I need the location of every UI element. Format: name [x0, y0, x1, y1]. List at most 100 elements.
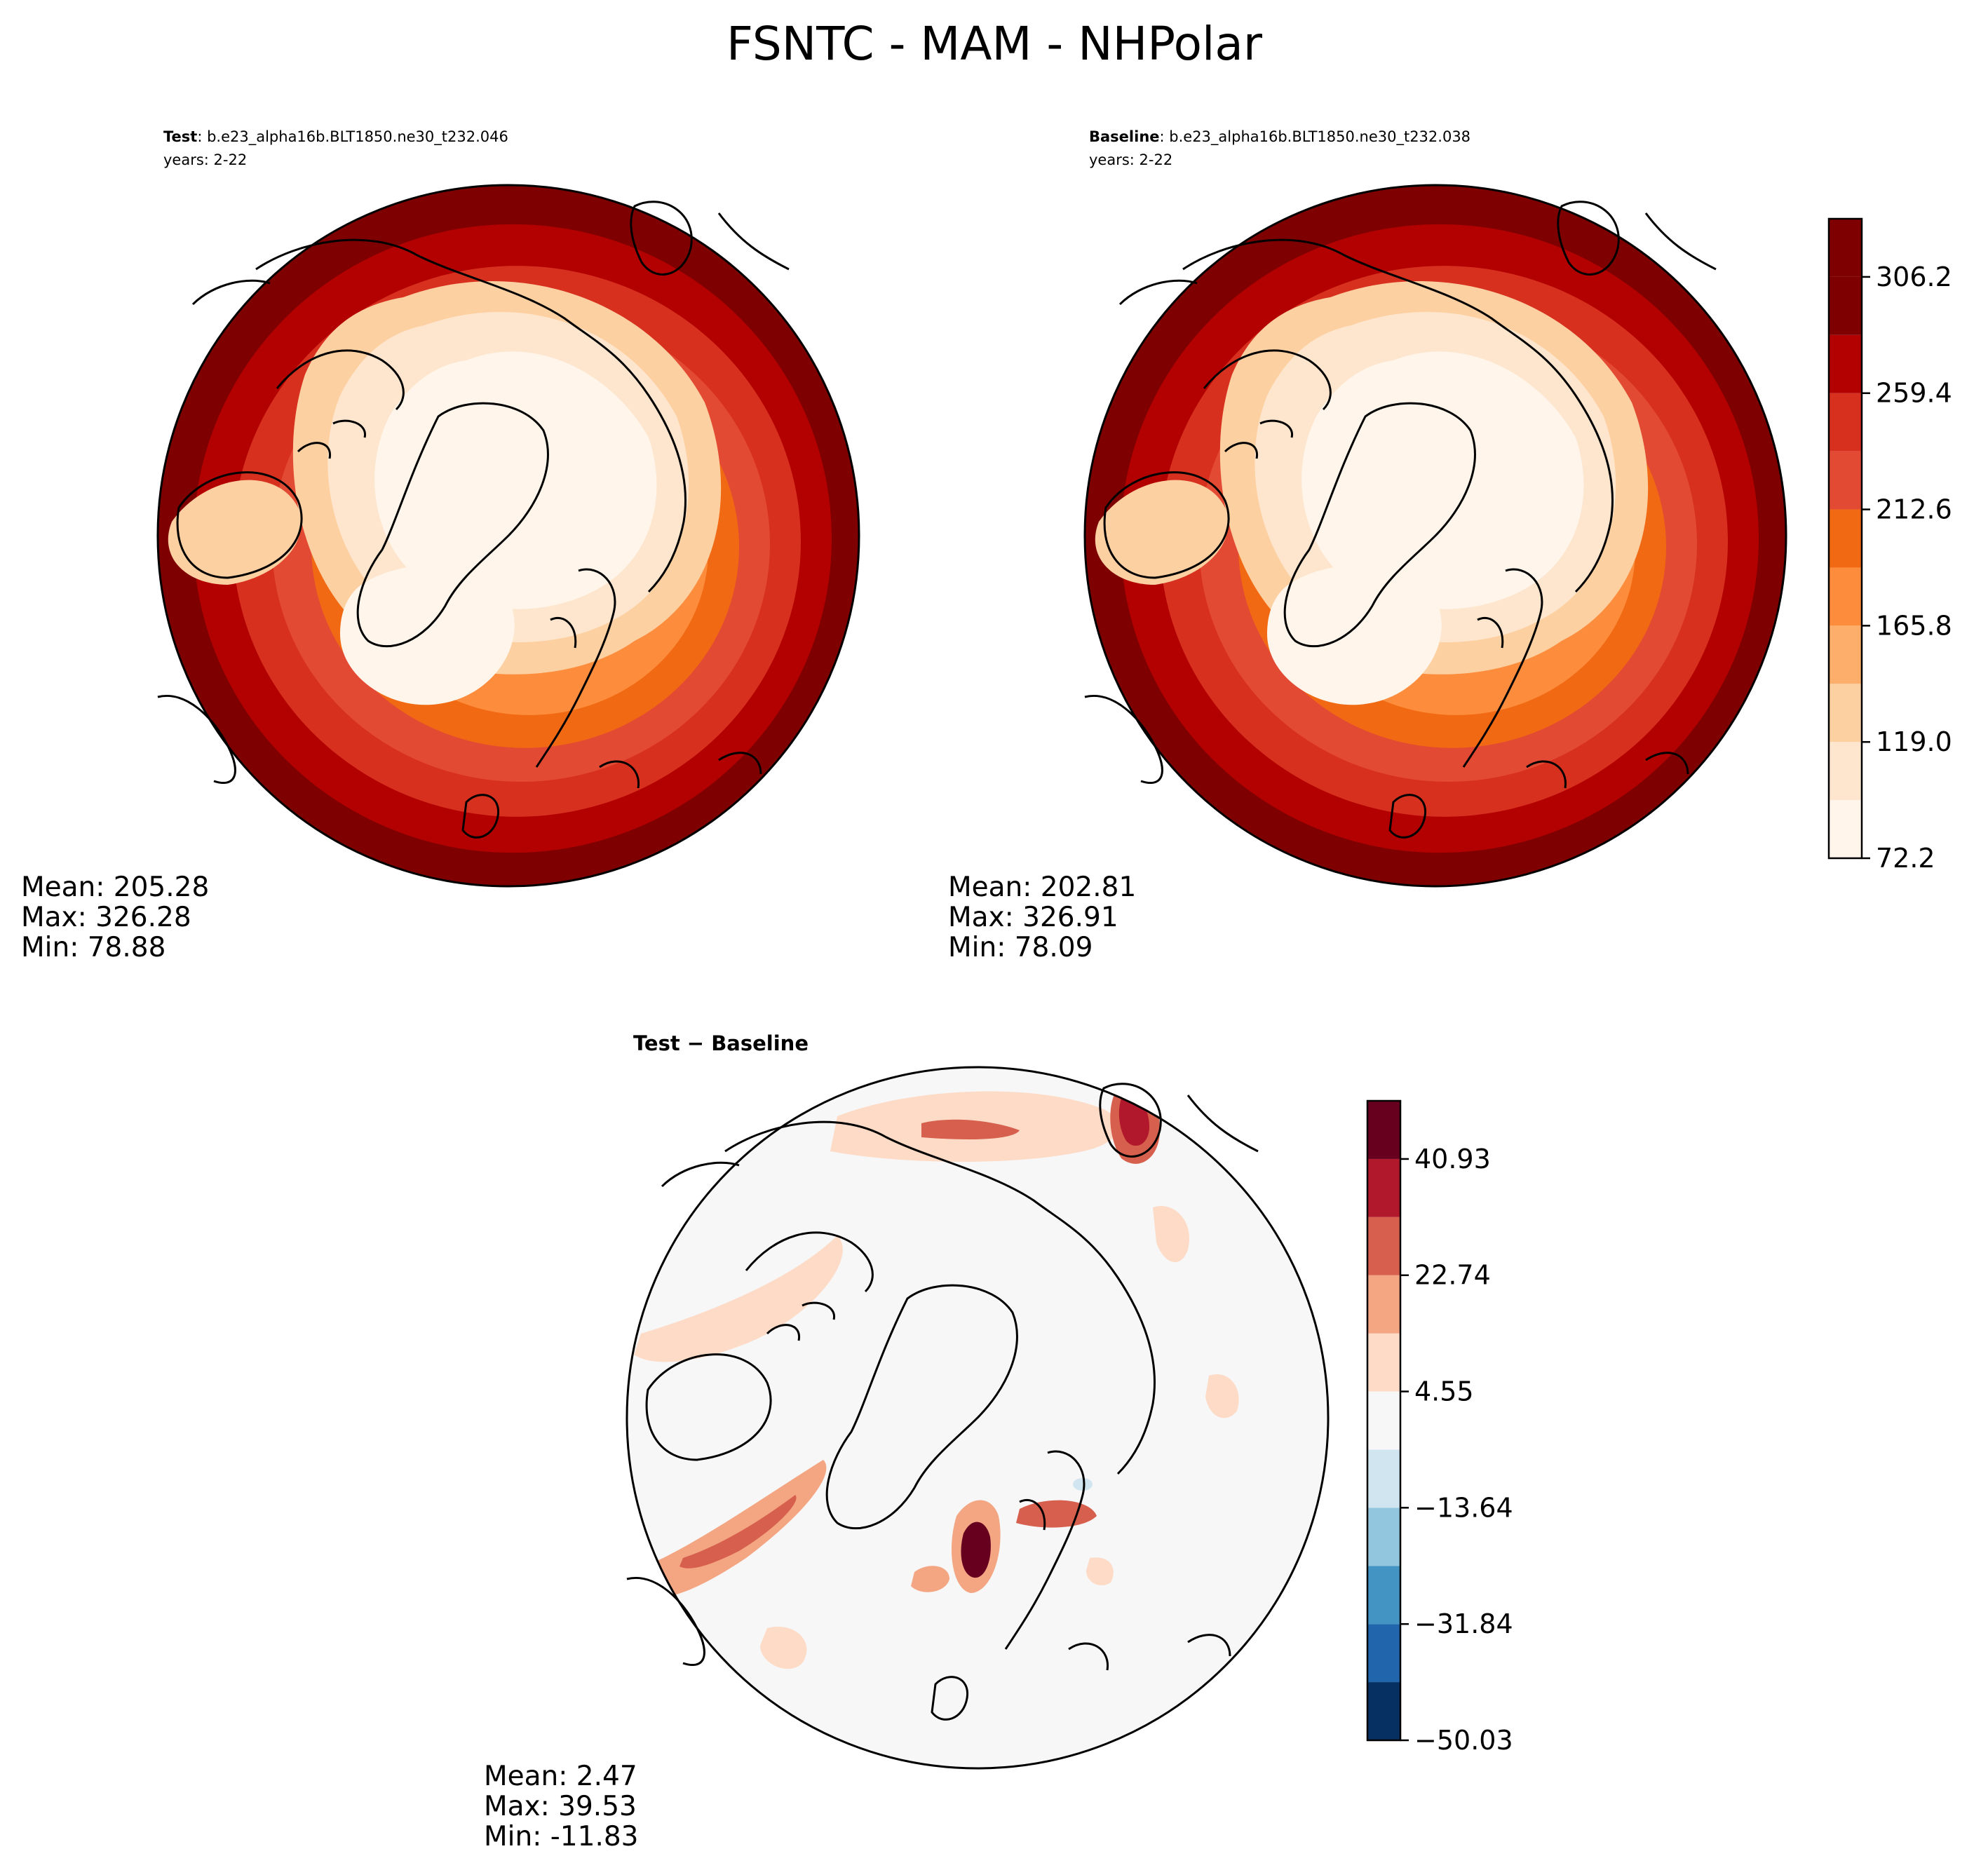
colorbar-difference-swatch-3 — [1367, 1507, 1400, 1566]
panel-difference-min: Min: -11.83 — [484, 1821, 638, 1852]
colorbar-difference-tick-label-1: −31.84 — [1414, 1608, 1513, 1639]
panel-test-label-bold: Test — [163, 128, 197, 145]
colorbar-difference-swatch-7 — [1367, 1275, 1400, 1334]
panel-baseline-max: Max: 326.91 — [948, 902, 1118, 933]
figure-title: FSNTC - MAM - NHPolar — [726, 17, 1263, 71]
panel-test-max: Max: 326.28 — [21, 902, 191, 933]
map-baseline-boundary — [1083, 184, 1787, 888]
map-test-coast-10 — [599, 760, 640, 789]
panel-baseline: Baseline: b.e23_alpha16b.BLT1850.ne30_t2… — [948, 128, 1787, 963]
map-difference-field-12 — [1205, 1374, 1239, 1418]
map-baseline-field-3 — [1095, 480, 1229, 585]
colorbar-difference-tick-label-0: −50.03 — [1414, 1725, 1513, 1756]
coastlines-difference — [626, 1083, 1259, 1721]
map-difference-coast-7 — [661, 1161, 740, 1188]
map-difference-coast-4 — [1004, 1450, 1086, 1650]
coastlines-baseline — [1084, 201, 1717, 839]
map-baseline-coast-6 — [1644, 212, 1717, 271]
map-baseline-coast-3 — [1182, 238, 1614, 593]
colorbar-absolute-swatch-4 — [1829, 567, 1862, 626]
colorbar-absolute-tick-label-3: 212.6 — [1876, 494, 1952, 525]
map-difference-field-4 — [634, 1235, 843, 1362]
colorbar-difference-swatch-0 — [1367, 1682, 1400, 1740]
panel-test-label-case: : b.e23_alpha16b.BLT1850.ne30_t232.046 — [197, 128, 508, 146]
panel-difference: Test − Baseline Mean: 2.47 Max: 39.53 Mi… — [484, 1031, 1330, 1852]
colorbar-absolute-swatch-10 — [1829, 219, 1862, 277]
panel-test-mean: Mean: 205.28 — [21, 872, 209, 903]
panel-baseline-min: Min: 78.09 — [948, 932, 1093, 963]
colorbar-difference-swatch-5 — [1367, 1391, 1400, 1450]
map-test-field-2 — [374, 351, 657, 609]
panel-test: Test: b.e23_alpha16b.BLT1850.ne30_t232.0… — [21, 128, 860, 963]
map-test-coast-1 — [176, 471, 303, 579]
map-difference-field-14 — [1086, 1557, 1114, 1585]
colorbar-difference-frame — [1366, 1099, 1402, 1742]
map-baseline-coast-4 — [1462, 568, 1543, 768]
colorbar-absolute-swatch-9 — [1829, 276, 1862, 335]
map-difference-coast-2 — [745, 1231, 874, 1341]
colorbar-difference-swatch-1 — [1367, 1624, 1400, 1683]
map-difference-coast-0 — [825, 1284, 1018, 1530]
map-test — [158, 185, 859, 886]
panel-test-years: years: 2-22 — [163, 151, 247, 168]
map-test-coast-11 — [718, 752, 762, 775]
map-difference-coast-9 — [931, 1676, 968, 1721]
colorbar-absolute-tick-label-0: 72.2 — [1876, 843, 1935, 874]
map-test-coast-2 — [276, 349, 405, 459]
map-test-coast-7 — [191, 279, 271, 306]
map-baseline-field-4 — [1267, 565, 1442, 705]
map-difference-coast-3 — [724, 1120, 1156, 1475]
map-baseline-coast-0 — [1283, 402, 1476, 648]
map-difference-field-3 — [921, 1119, 1020, 1139]
colorbar-absolute-swatch-5 — [1829, 509, 1862, 568]
coastlines-test — [157, 201, 790, 839]
colorbar-difference-swatch-9 — [1367, 1158, 1400, 1217]
map-test-coast-9 — [461, 794, 499, 839]
map-test-coast-0 — [356, 402, 549, 648]
map-baseline-coast-9 — [1388, 794, 1426, 839]
colorbar-difference-swatch-8 — [1367, 1217, 1400, 1275]
map-difference-field-9 — [1016, 1500, 1097, 1528]
colorbar-absolute-tick-label-2: 165.8 — [1876, 610, 1952, 641]
map-difference-coast-6 — [1186, 1095, 1259, 1153]
colorbar-difference: −50.03 −31.84 −13.64 4.55 22.74 40.93 — [1366, 1099, 1513, 1756]
map-test-coast-3 — [255, 238, 687, 593]
map-test-field-3 — [168, 480, 302, 585]
map-baseline-coast-1 — [1103, 471, 1230, 579]
map-test-coast-4 — [535, 568, 616, 768]
colorbar-absolute-tick-label-1: 119.0 — [1876, 726, 1952, 757]
map-difference-boundary — [626, 1066, 1330, 1770]
map-test-coast-5 — [630, 201, 693, 276]
colorbar-absolute-swatch-7 — [1829, 393, 1862, 452]
colorbar-absolute-tick-label-5: 306.2 — [1876, 262, 1952, 292]
colorbar-difference-tick-label-4: 22.74 — [1414, 1260, 1491, 1291]
map-difference-coast-11 — [1187, 1634, 1231, 1657]
map-difference-coast-5 — [1099, 1083, 1162, 1158]
panel-test-min: Min: 78.88 — [21, 932, 165, 963]
panel-test-label: Test: b.e23_alpha16b.BLT1850.ne30_t232.0… — [163, 128, 508, 146]
map-baseline-coast-11 — [1645, 752, 1689, 775]
map-baseline-coast-7 — [1118, 279, 1198, 306]
map-difference-field-6 — [679, 1495, 797, 1569]
colorbar-absolute-swatch-0 — [1829, 800, 1862, 858]
map-test-boundary — [156, 184, 860, 888]
colorbar-difference-tick-label-2: −13.64 — [1414, 1492, 1513, 1523]
colorbar-absolute-frame — [1827, 217, 1863, 860]
panel-baseline-years: years: 2-22 — [1089, 151, 1172, 168]
panel-difference-mean: Mean: 2.47 — [484, 1761, 637, 1792]
map-difference-coast-10 — [1068, 1642, 1109, 1671]
panel-difference-label: Test − Baseline — [633, 1031, 809, 1055]
colorbar-absolute: 72.2 119.0 165.8 212.6 259.4 306.2 — [1827, 217, 1952, 874]
colorbar-absolute-swatch-1 — [1829, 742, 1862, 801]
panel-baseline-label: Baseline: b.e23_alpha16b.BLT1850.ne30_t2… — [1089, 128, 1470, 146]
colorbar-difference-swatch-10 — [1367, 1101, 1400, 1159]
map-baseline-coast-10 — [1526, 760, 1567, 789]
map-difference-field-11 — [1153, 1206, 1189, 1263]
colorbar-absolute-tick-label-4: 259.4 — [1876, 378, 1952, 409]
map-difference-field-10 — [911, 1566, 949, 1592]
map-baseline-field-2 — [1301, 351, 1584, 609]
map-baseline-coast-5 — [1557, 201, 1620, 276]
panel-baseline-mean: Mean: 202.81 — [948, 872, 1136, 903]
panel-baseline-label-bold: Baseline — [1089, 128, 1160, 145]
